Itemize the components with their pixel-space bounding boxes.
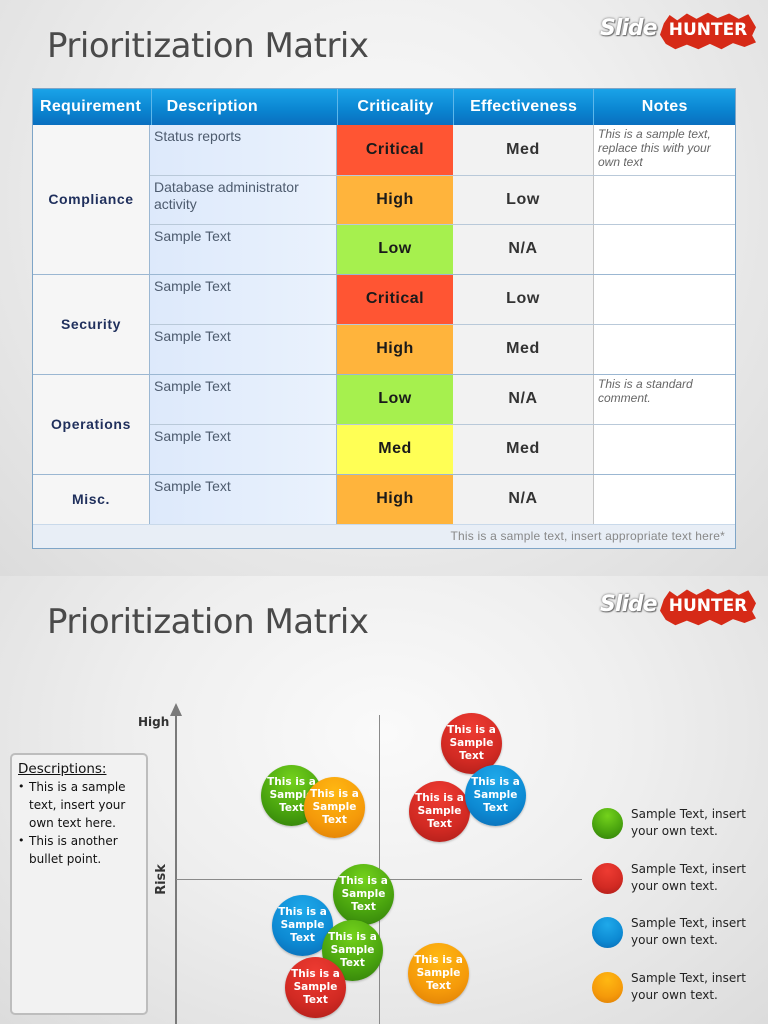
descriptions-box: Descriptions: This is a sample text, ins… — [10, 753, 148, 1015]
effectiveness-cell: Low — [453, 175, 594, 224]
notes-cell — [594, 474, 735, 524]
requirement-cell: Operations — [33, 374, 150, 474]
description-cell: Sample Text — [150, 474, 337, 524]
notes-cell — [594, 274, 735, 324]
legend-blue-dot-icon — [592, 916, 623, 948]
legend-text: Sample Text, insert your own text. — [631, 916, 746, 947]
criticality-cell: Low — [337, 374, 453, 424]
bubble-blue: This is a Sample Text — [465, 765, 526, 826]
effectiveness-cell: Med — [453, 425, 594, 474]
arrow-up-icon — [170, 703, 182, 716]
criticality-cell: High — [337, 325, 453, 374]
bubble-green: This is a Sample Text — [333, 864, 394, 925]
descriptions-title: Descriptions: — [18, 761, 107, 777]
description-cell: Sample Text — [150, 325, 337, 374]
table-row: Sample Text High Med — [150, 324, 735, 374]
table-row: Database administrator activity High Low — [150, 174, 735, 224]
bubble-orange: This is a Sample Text — [408, 943, 469, 1004]
notes-cell — [594, 425, 735, 474]
slidehunter-logo: Slide HUNTER — [600, 588, 760, 628]
logo-slide-word: Slide — [600, 16, 658, 41]
bubble-red: This is a Sample Text — [409, 781, 470, 842]
effectiveness-cell: N/A — [453, 474, 594, 524]
table-group: Security Sample Text Critical Low Sample Tex… — [33, 273, 735, 374]
description-cell: Sample Text — [150, 225, 337, 274]
slide-title: Prioritization Matrix — [47, 602, 369, 642]
criticality-cell: Critical — [337, 125, 453, 175]
description-cell: Sample Text — [150, 274, 337, 324]
logo-hunter-word: HUNTER — [668, 20, 748, 40]
effectiveness-cell: Low — [453, 274, 594, 324]
table-row: Sample Text Critical Low — [150, 274, 735, 324]
bubble-red: This is a Sample Text — [285, 957, 346, 1018]
logo-hunter-word: HUNTER — [668, 596, 748, 616]
criticality-cell: Low — [337, 225, 453, 274]
table-footnote: This is a sample text, insert appropriat… — [33, 524, 735, 548]
effectiveness-cell: Med — [453, 125, 594, 175]
slide-bubble-matrix: Prioritization Matrix Slide HUNTER Descr… — [0, 576, 768, 1024]
description-bullet: This is a sample text, insert your own t… — [18, 778, 140, 832]
criticality-cell: Critical — [337, 274, 453, 324]
logo-slide-word: Slide — [600, 592, 658, 617]
slide-title: Prioritization Matrix — [47, 26, 369, 66]
requirement-cell: Compliance — [33, 125, 150, 274]
legend-text: Sample Text, insert your own text. — [631, 862, 746, 893]
bubble-red: This is a Sample Text — [441, 713, 502, 774]
legend-green-dot-icon — [592, 807, 623, 839]
effectiveness-cell: N/A — [453, 225, 594, 274]
table-row: Sample Text Med Med — [150, 424, 735, 474]
notes-cell — [594, 225, 735, 274]
legend-text: Sample Text, insert your own text. — [631, 807, 746, 838]
header-effectiveness: Effectiveness — [454, 89, 595, 125]
header-criticality: Criticality — [338, 89, 454, 125]
description-cell: Sample Text — [150, 425, 337, 474]
requirement-cell: Security — [33, 274, 150, 374]
table-body: Compliance Status reports Critical Med This … — [33, 125, 735, 524]
legend-item: Sample Text, insert your own text. — [592, 806, 761, 840]
legend-orange-dot-icon — [592, 971, 623, 1003]
criticality-cell: High — [337, 474, 453, 524]
table-row: Sample Text Low N/A This is a standard comm… — [150, 374, 735, 424]
legend-red-dot-icon — [592, 862, 623, 894]
table-row: Sample Text Low N/A — [150, 224, 735, 274]
notes-cell — [594, 175, 735, 224]
table-row: Status reports Critical Med This is a sampl… — [150, 125, 735, 175]
legend-item: Sample Text, insert your own text. — [592, 915, 761, 949]
effectiveness-cell: N/A — [453, 374, 594, 424]
notes-cell: This is a standard comment. — [594, 374, 735, 424]
prioritization-table: Requirement Description Criticality Effe… — [32, 88, 736, 549]
legend-text: Sample Text, insert your own text. — [631, 971, 746, 1002]
description-cell: Sample Text — [150, 374, 337, 424]
y-axis-line — [175, 714, 177, 1024]
notes-cell: This is a sample text, replace this with… — [594, 125, 735, 175]
criticality-cell: High — [337, 175, 453, 224]
slidehunter-logo: Slide HUNTER — [600, 12, 760, 52]
bubble-orange: This is a Sample Text — [304, 777, 365, 838]
legend-item: Sample Text, insert your own text. — [592, 861, 761, 895]
description-cell: Status reports — [150, 125, 337, 175]
effectiveness-cell: Med — [453, 325, 594, 374]
y-axis-risk-label: Risk — [153, 864, 169, 895]
description-cell: Database administrator activity — [150, 175, 337, 224]
notes-cell — [594, 325, 735, 374]
table-row: Sample Text High N/A — [150, 474, 735, 524]
requirement-cell: Misc. — [33, 474, 150, 524]
criticality-cell: Med — [337, 425, 453, 474]
header-requirement: Requirement — [33, 89, 152, 125]
description-bullet: This is another bullet point. — [18, 832, 140, 868]
header-notes: Notes — [641, 98, 688, 115]
table-group: Operations Sample Text Low N/A This is a sta… — [33, 373, 735, 474]
header-description: Description — [152, 89, 339, 125]
table-group: Misc. Sample Text High N/A — [33, 473, 735, 524]
table-group: Compliance Status reports Critical Med This … — [33, 125, 735, 274]
y-axis-high-label: High — [138, 715, 170, 729]
descriptions-list: This is a sample text, insert your own t… — [18, 778, 140, 868]
slide-table: Prioritization Matrix Slide HUNTER Requi… — [0, 0, 768, 576]
table-header-row: Requirement Description Criticality Effe… — [33, 89, 735, 125]
legend-item: Sample Text, insert your own text. — [592, 970, 761, 1004]
